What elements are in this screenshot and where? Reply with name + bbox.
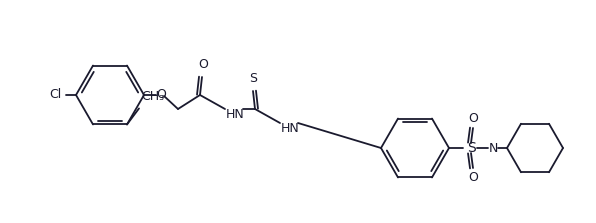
Text: Cl: Cl	[49, 89, 62, 101]
Text: HN: HN	[281, 122, 299, 136]
Text: N: N	[488, 142, 498, 155]
Text: S: S	[467, 141, 476, 155]
Text: O: O	[468, 171, 478, 184]
Text: O: O	[198, 58, 208, 71]
Text: HN: HN	[226, 109, 244, 122]
Text: S: S	[249, 72, 257, 85]
Text: O: O	[468, 112, 478, 125]
Text: O: O	[156, 89, 166, 101]
Text: CH₃: CH₃	[141, 91, 164, 103]
